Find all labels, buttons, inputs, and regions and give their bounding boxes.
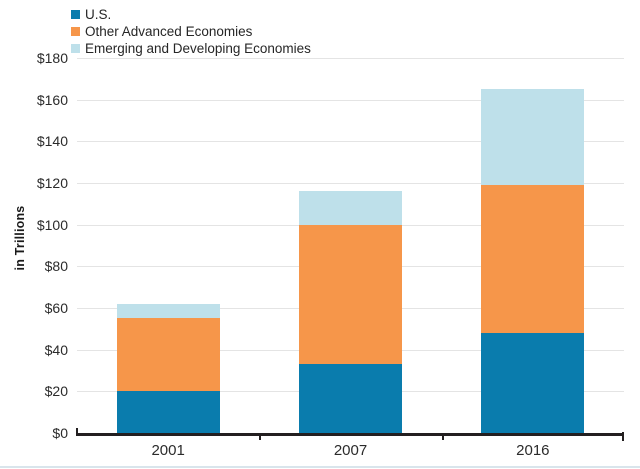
gridline [77, 183, 624, 184]
x-axis-right-endcap [622, 432, 624, 441]
bar-segment-2007-emerging-and-developing-economies [299, 191, 402, 225]
x-tick-label: 2007 [333, 442, 368, 459]
figure-bottom-border [0, 466, 640, 468]
bar-segment-2001-u-s- [116, 391, 220, 433]
y-tick-label: $60 [44, 300, 68, 316]
x-tick-label: 2016 [516, 442, 550, 459]
x-tick-label: 2001 [151, 442, 185, 459]
x-axis-left-endcap [76, 428, 78, 433]
gridline [77, 99, 624, 101]
legend-item-other-advanced: Other Advanced Economies [71, 23, 311, 40]
y-axis-title: in Trillions [13, 205, 27, 271]
x-axis-tick [259, 435, 262, 440]
bar-segment-2001-emerging-and-developing-economies [116, 303, 220, 319]
gridline [77, 58, 624, 59]
y-tick-label: $180 [36, 50, 68, 66]
y-tick-label: $160 [36, 91, 68, 108]
us-series-swatch-icon [71, 10, 80, 19]
bar-segment-2016-other-advanced-economies [481, 185, 585, 333]
bar-segment-2007-u-s- [299, 364, 402, 433]
x-axis-tick [441, 435, 444, 440]
bar-segment-2016-u-s- [481, 333, 585, 433]
y-tick-label: $120 [36, 175, 68, 191]
legend-item-emerging: Emerging and Developing Economies [71, 40, 311, 57]
gridline [77, 141, 624, 143]
emerging-series-swatch-icon [71, 44, 80, 53]
y-tick-label: $0 [52, 425, 68, 441]
x-axis-line [76, 433, 624, 436]
y-tick-label: $20 [44, 383, 68, 400]
other-advanced-series-swatch-icon [71, 27, 80, 36]
y-tick-label: $40 [44, 341, 68, 358]
bar-segment-2001-other-advanced-economies [116, 318, 220, 392]
legend-label: Emerging and Developing Economies [85, 41, 311, 56]
y-tick-label: $80 [44, 258, 68, 275]
bar-segment-2007-other-advanced-economies [299, 224, 402, 365]
legend-label: U.S. [85, 7, 112, 22]
bar-segment-2016-emerging-and-developing-economies [481, 89, 585, 186]
legend-label: Other Advanced Economies [85, 24, 253, 39]
legend-item-us: U.S. [71, 6, 311, 23]
chart-legend: U.S. Other Advanced Economies Emerging a… [71, 6, 311, 57]
y-tick-label: $140 [36, 133, 68, 150]
y-tick-label: $100 [36, 216, 68, 233]
